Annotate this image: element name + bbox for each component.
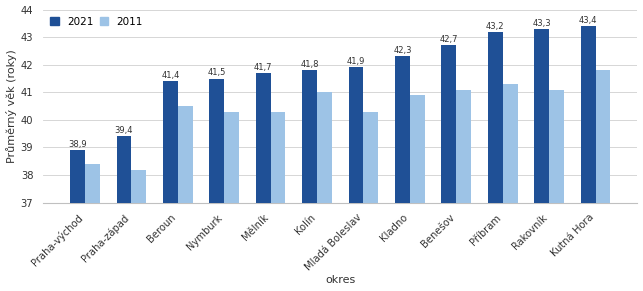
Bar [163, 81, 177, 291]
Bar [349, 68, 363, 291]
X-axis label: okres: okres [325, 276, 356, 285]
Text: 43,4: 43,4 [579, 16, 597, 25]
Text: 43,3: 43,3 [532, 19, 551, 28]
Bar [256, 73, 271, 291]
Text: 39,4: 39,4 [114, 126, 133, 135]
Bar [210, 79, 224, 291]
Bar [302, 70, 317, 291]
Legend: 2021, 2011: 2021, 2011 [48, 15, 145, 29]
Bar [581, 26, 595, 291]
Bar [395, 56, 410, 291]
Text: 41,8: 41,8 [300, 60, 319, 69]
Bar [595, 70, 610, 291]
Bar [70, 150, 85, 291]
Text: 41,9: 41,9 [347, 57, 365, 66]
Bar [271, 112, 285, 291]
Bar [549, 90, 564, 291]
Bar [363, 112, 378, 291]
Bar [317, 92, 332, 291]
Bar [116, 136, 131, 291]
Bar [457, 90, 471, 291]
Bar [131, 170, 146, 291]
Bar [85, 164, 100, 291]
Bar [503, 84, 518, 291]
Text: 42,7: 42,7 [440, 35, 458, 44]
Bar [534, 29, 549, 291]
Bar [442, 45, 457, 291]
Text: 41,5: 41,5 [208, 68, 226, 77]
Bar [177, 106, 193, 291]
Text: 43,2: 43,2 [486, 22, 505, 31]
Bar [224, 112, 239, 291]
Bar [410, 95, 425, 291]
Text: 41,4: 41,4 [161, 71, 179, 80]
Text: 38,9: 38,9 [68, 140, 87, 149]
Bar [488, 32, 503, 291]
Y-axis label: Průměrný věk (roky): Průměrný věk (roky) [6, 49, 17, 163]
Text: 41,7: 41,7 [254, 63, 273, 72]
Text: 42,3: 42,3 [394, 46, 412, 55]
